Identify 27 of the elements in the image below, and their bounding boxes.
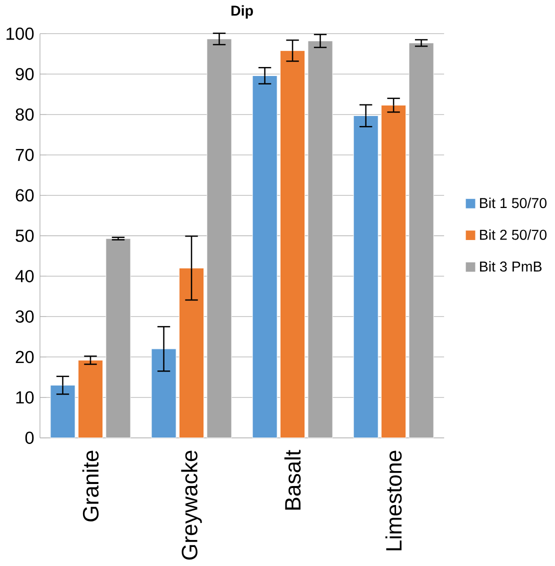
y-tick-label: 30: [16, 310, 34, 323]
legend-label: Bit 2 50/70: [480, 229, 547, 240]
y-tick-label: 80: [16, 108, 34, 121]
x-tick-label: Basalt: [284, 450, 301, 510]
bar: [151, 348, 176, 438]
y-tick-label: 40: [15, 270, 34, 282]
x-tick-label: Granite: [82, 450, 99, 522]
y-tick-label: 0: [25, 432, 34, 444]
y-tick-label: 90: [16, 68, 34, 80]
x-tick-label: Limestone: [385, 450, 402, 550]
bar: [353, 115, 378, 438]
bar: [178, 268, 204, 438]
chart-title: Dip: [231, 5, 253, 19]
bar: [50, 385, 76, 438]
bar: [78, 360, 104, 438]
legend-label: Bit 1 50/70: [480, 198, 547, 208]
bar: [252, 75, 278, 438]
x-tick-label: Greywacke: [181, 450, 202, 560]
y-tick-label: 100: [6, 28, 34, 40]
y-tick-label: 10: [16, 391, 34, 404]
y-tick-label: 70: [16, 148, 34, 162]
y-tick-label: 50: [16, 230, 34, 242]
bar: [280, 50, 306, 438]
legend-label: Bit 3 PmB: [480, 261, 542, 272]
y-tick-label: 20: [16, 350, 34, 364]
bar: [381, 104, 406, 438]
y-tick-label: 60: [16, 189, 34, 202]
